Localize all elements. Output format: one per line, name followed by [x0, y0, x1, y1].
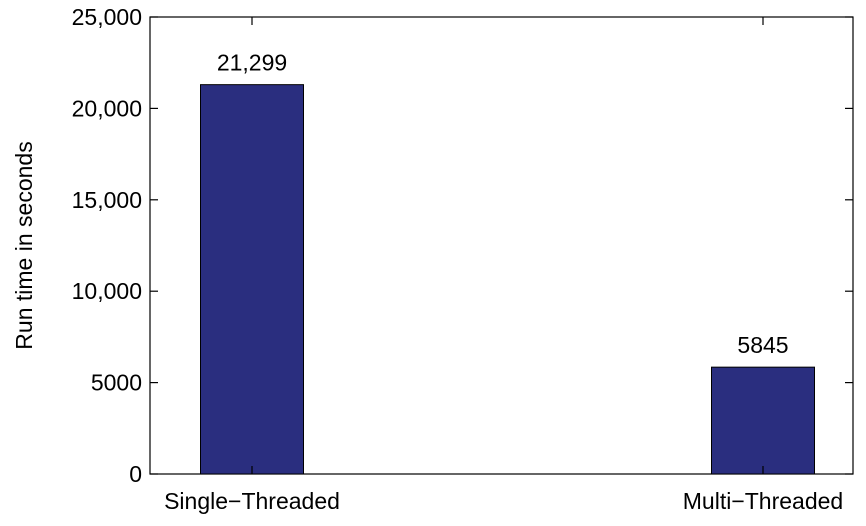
bar-1	[711, 366, 815, 475]
x-tick-label-1: Multi−Threaded	[683, 488, 843, 514]
data-label-1: 5845	[737, 332, 788, 358]
bar-0	[200, 84, 304, 475]
plot-frame	[149, 16, 854, 475]
y-axis-title: Run time in seconds	[11, 141, 37, 349]
y-tick-label-2: 10,000	[72, 278, 142, 304]
y-tick-label-5: 25,000	[72, 4, 142, 30]
plot-border	[149, 16, 854, 475]
y-tick-label-4: 20,000	[72, 95, 142, 121]
x-axis-ticks: Single−Threaded Multi−Threaded	[164, 17, 843, 514]
y-tick-label-3: 15,000	[72, 187, 142, 213]
x-tick-label-0: Single−Threaded	[164, 488, 340, 514]
y-tick-label-1: 5000	[91, 370, 142, 396]
y-axis-ticks: 0 5000 10,000 15,000 20,000 25,000	[72, 4, 853, 487]
data-label-group: 21,299 5845	[217, 50, 789, 358]
data-label-0: 21,299	[217, 50, 287, 76]
bar-group	[200, 84, 815, 475]
y-tick-label-0: 0	[129, 461, 142, 487]
